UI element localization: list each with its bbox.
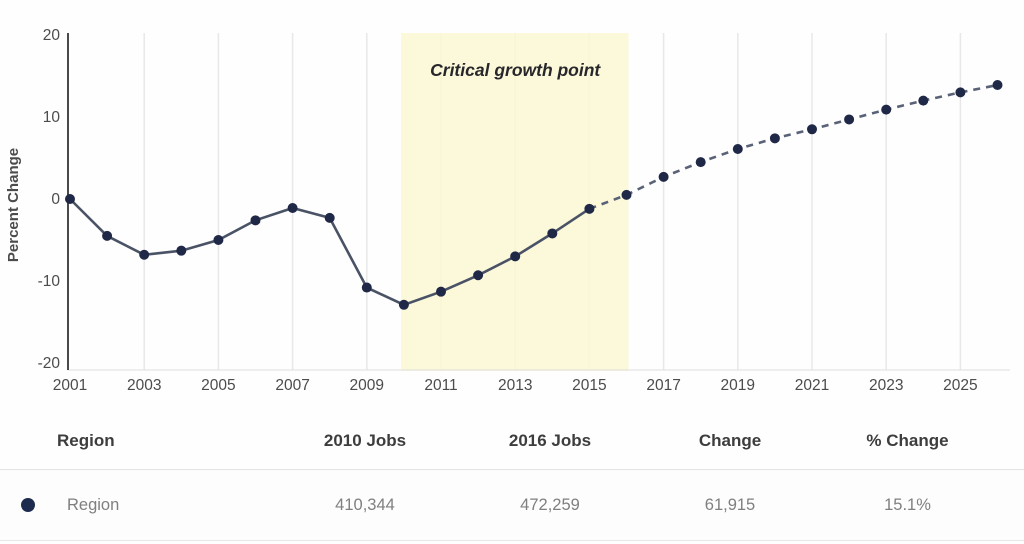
data-point-2022[interactable] bbox=[844, 114, 855, 125]
x-tick-label: 2021 bbox=[795, 377, 829, 394]
data-point-2006[interactable] bbox=[250, 215, 261, 226]
x-tick-label: 2017 bbox=[646, 377, 680, 394]
cell-region: Region bbox=[67, 495, 120, 514]
data-point-2019[interactable] bbox=[732, 143, 743, 154]
cell-pct-change: 15.1% bbox=[884, 495, 931, 514]
header-region: Region bbox=[57, 430, 115, 450]
data-point-2009[interactable] bbox=[361, 282, 372, 293]
data-point-2025[interactable] bbox=[955, 87, 966, 98]
series-legend-dot-icon bbox=[20, 498, 35, 512]
header-pct-change: % Change bbox=[866, 430, 949, 450]
jobs-summary-table: Region 2010 Jobs 2016 Jobs Change % Chan… bbox=[0, 412, 1024, 541]
x-tick-label: 2005 bbox=[201, 377, 235, 394]
header-2010-jobs: 2010 Jobs bbox=[323, 430, 407, 450]
x-tick-label: 2007 bbox=[275, 377, 309, 394]
x-tick-label: 2015 bbox=[572, 377, 606, 394]
cell-change: 61,915 bbox=[704, 495, 756, 514]
x-tick-label: 2003 bbox=[127, 377, 161, 394]
data-point-2011[interactable] bbox=[436, 286, 446, 297]
x-tick-label: 2009 bbox=[350, 377, 384, 394]
percent-change-chart: 20 10 0 -10 -20 2001 2003 2005 2007 2009 2011 2013 2… bbox=[5, 27, 1010, 394]
data-point-2010[interactable] bbox=[398, 299, 409, 310]
data-point-2018[interactable] bbox=[695, 157, 706, 168]
data-point-2015[interactable] bbox=[584, 203, 595, 214]
data-point-2014[interactable] bbox=[547, 228, 558, 239]
data-point-2013[interactable] bbox=[510, 251, 521, 262]
y-tick-label: 0 bbox=[51, 191, 60, 208]
series-line-forecast bbox=[588, 83, 998, 211]
x-tick-label: 2001 bbox=[53, 377, 87, 394]
data-point-2002[interactable] bbox=[102, 230, 113, 241]
y-tick-label: 20 bbox=[43, 27, 61, 44]
x-tick-label: 2019 bbox=[721, 377, 755, 394]
y-axis-title: Percent Change bbox=[5, 148, 22, 262]
data-point-2003[interactable] bbox=[139, 249, 150, 260]
data-point-2012[interactable] bbox=[473, 270, 484, 281]
data-point-2026[interactable] bbox=[992, 80, 1003, 91]
cell-2010-jobs: 410,344 bbox=[335, 495, 395, 514]
table-row: Region 410,344 472,259 61,915 15.1% bbox=[0, 470, 1024, 541]
header-2016-jobs: 2016 Jobs bbox=[508, 430, 592, 450]
cell-2016-jobs: 472,259 bbox=[520, 495, 580, 514]
data-point-2021[interactable] bbox=[807, 124, 817, 135]
data-point-2001[interactable] bbox=[65, 194, 75, 204]
y-tick-label: 10 bbox=[43, 109, 61, 126]
x-tick-label: 2023 bbox=[869, 377, 903, 394]
highlight-band bbox=[400, 33, 629, 371]
x-tick-label: 2025 bbox=[943, 377, 977, 394]
data-point-2007[interactable] bbox=[287, 203, 298, 214]
data-point-2016[interactable] bbox=[621, 189, 632, 200]
data-point-2005[interactable] bbox=[213, 235, 224, 245]
data-point-2008[interactable] bbox=[324, 212, 335, 223]
y-tick-label: -10 bbox=[38, 273, 61, 290]
annotation-critical-growth-point: Critical growth point bbox=[430, 60, 601, 80]
table-header-row: Region 2010 Jobs 2016 Jobs Change % Chan… bbox=[0, 412, 1024, 470]
y-tick-label: -20 bbox=[38, 355, 61, 372]
data-point-2023[interactable] bbox=[881, 104, 892, 115]
header-change: Change bbox=[698, 430, 762, 450]
x-tick-label: 2011 bbox=[424, 377, 457, 394]
x-tick-label: 2013 bbox=[498, 377, 532, 394]
data-point-2017[interactable] bbox=[658, 171, 669, 182]
legend-cell bbox=[0, 498, 55, 512]
data-point-2004[interactable] bbox=[176, 245, 187, 256]
data-point-2020[interactable] bbox=[769, 133, 780, 144]
data-point-2024[interactable] bbox=[918, 95, 929, 106]
line-chart-canvas: 20 10 0 -10 -20 2001 2003 2005 2007 2009 2011 2013 2… bbox=[5, 27, 1010, 394]
